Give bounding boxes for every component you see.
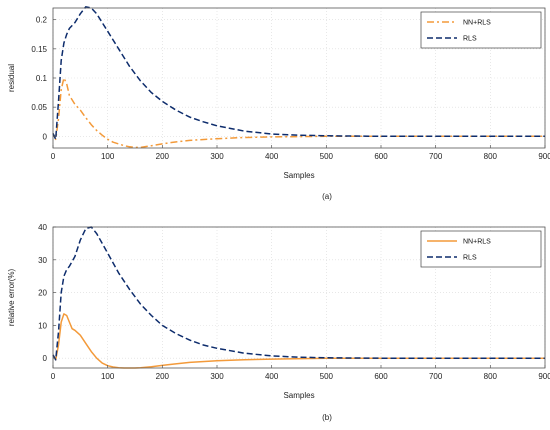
panel-a-x-axis-label: Samples [283,171,314,180]
panel-b-legend: NN+RLS RLS [420,230,542,268]
panel-b-y-axis-label: relative error(%) [7,268,16,326]
panel-a-series-nn-rls [52,77,545,149]
panel-b-legend-box [420,230,542,268]
panel-b-x-tick-label: 700 [429,372,443,381]
panel-b-y-tick-label: 40 [38,223,47,232]
panel-a-legend-label: NN+RLS [463,20,491,27]
panel-a-x-tick-label: 0 [51,152,56,161]
panel-b-series-rls [52,226,545,361]
panel-b-x-axis-label: Samples [283,391,314,400]
panel-a-x-tick-label: 900 [538,152,550,161]
panel-a-y-tick-label: 0.05 [31,103,47,112]
panel-a-x-tick-label: 800 [484,152,498,161]
panel-b-x-tick-label: 500 [320,372,334,381]
panel-a-legend-label: RLS [463,36,477,43]
panel-a-x-tick-label: 700 [429,152,443,161]
panel-a-y-tick-label: 0.1 [36,74,48,83]
panel-a-x-tick-label: 400 [265,152,279,161]
panel-b-legend-label: RLS [463,255,477,262]
panel-b-x-tick-label: 900 [538,372,550,381]
panel-b-legend-label: NN+RLS [463,239,491,246]
panel-b-x-tick-label: 0 [51,372,56,381]
panel-a-chart: NN+RLS RLS [52,6,546,149]
panel-a-y-tick-label: 0 [43,132,48,141]
panel-a-legend: NN+RLS RLS [420,11,542,49]
panel-b-y-tick-label: 30 [38,256,47,265]
panel-b-caption: (b) [322,413,332,422]
panel-a-y-axis-label: residual [7,64,16,92]
panel-b-y-tick-label: 20 [38,289,47,298]
panel-a-x-tick-label: 200 [156,152,170,161]
panel-a-x-tick-label: 600 [374,152,388,161]
panel-a-caption: (a) [322,192,332,201]
panel-b-axes-frame [52,226,546,369]
panel-a-series-rls [52,6,545,141]
panel-a-y-tick-label: 0.15 [31,45,47,54]
panel-b-x-tick-label: 400 [265,372,279,381]
panel-b-x-tick-label: 300 [210,372,224,381]
panel-b-x-tick-label: 600 [374,372,388,381]
panel-a-y-tick-label: 0.2 [36,16,48,25]
panel-a-x-tick-label: 500 [320,152,334,161]
panel-b-x-tick-label: 100 [101,372,115,381]
panel-b-x-tick-label: 800 [484,372,498,381]
panel-b-y-tick-label: 10 [38,321,47,330]
panel-b-y-tick-label: 0 [43,354,48,363]
panel-b-x-tick-label: 200 [156,372,170,381]
panel-a-legend-box [420,11,542,49]
panel-a-x-tick-label: 100 [101,152,115,161]
panel-b-chart: NN+RLS RLS [52,226,546,369]
panel-a-x-tick-label: 300 [210,152,224,161]
